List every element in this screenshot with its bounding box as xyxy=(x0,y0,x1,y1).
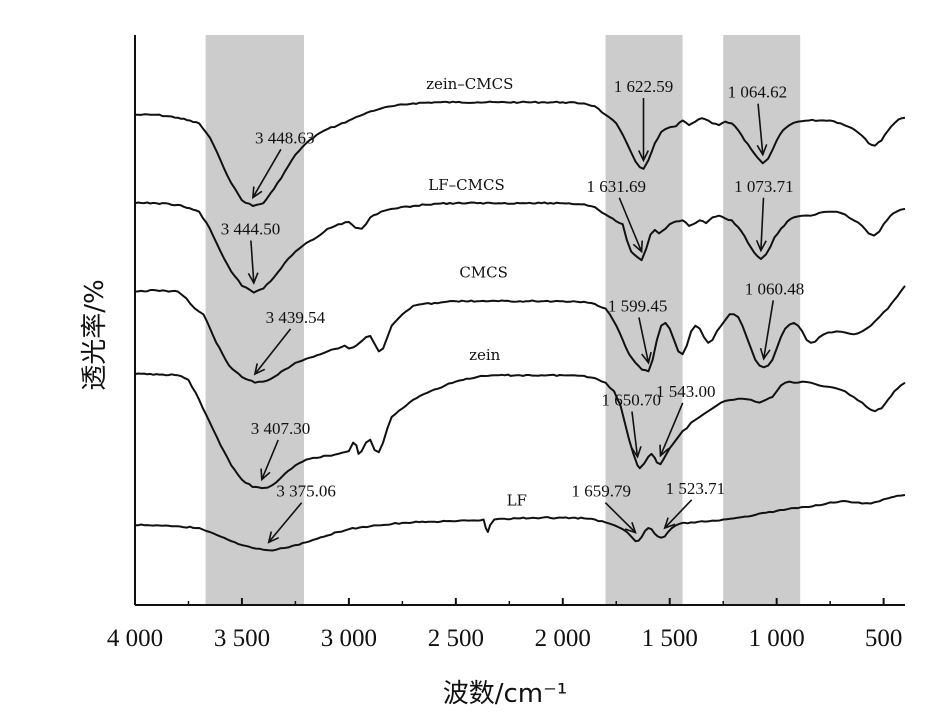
x-tick-label: 500 xyxy=(865,625,903,652)
peak-arrowhead xyxy=(632,240,643,254)
peak-arrow xyxy=(254,328,292,375)
series-label-cmcs: CMCS xyxy=(459,263,508,281)
peak-label: 3 444.50 xyxy=(221,220,281,239)
peak-arrowhead xyxy=(247,272,259,285)
peak-arrowhead xyxy=(253,363,266,376)
curve-lf-cmcs xyxy=(134,201,906,294)
y-axis-title: 透光率/% xyxy=(80,279,110,390)
curve-lf xyxy=(134,494,906,552)
peak-arrow xyxy=(762,300,775,359)
peak-label: 1 064.62 xyxy=(728,83,788,102)
peak-arrowhead xyxy=(659,444,670,458)
peak-label: 3 375.06 xyxy=(276,482,336,501)
peak-arrowhead xyxy=(624,521,637,534)
x-tick-label: 1 000 xyxy=(749,625,805,652)
peak-arrowhead xyxy=(637,150,650,163)
x-tick-label: 1 500 xyxy=(642,625,698,652)
peak-arrowhead xyxy=(641,351,652,365)
highlight-band-3 xyxy=(723,35,801,605)
x-tick-label: 2 000 xyxy=(535,625,591,652)
peak-arrow xyxy=(250,240,255,284)
peak-arrowhead xyxy=(260,468,271,482)
series-label-zein: zein xyxy=(469,346,501,364)
curve-zein xyxy=(134,372,906,490)
peak-arrowhead xyxy=(755,239,767,253)
peak-arrow xyxy=(604,502,637,534)
peak-arrow xyxy=(252,148,282,198)
series-label-lf: LF xyxy=(507,491,527,509)
peak-label: 1 523.71 xyxy=(666,479,726,498)
spectra-curves xyxy=(134,100,906,552)
peak-arrowhead xyxy=(759,347,771,361)
curve-cmcs xyxy=(134,285,906,384)
peak-arrowhead xyxy=(630,446,642,459)
peak-arrowhead xyxy=(756,144,768,157)
peak-label: 1 073.71 xyxy=(734,177,794,196)
peak-annotations: 3 448.63 1 622.59 1 064.62 3 444.50 1 631.69… xyxy=(221,77,805,544)
peak-label: 3 448.63 xyxy=(255,128,315,147)
peak-arrow xyxy=(760,197,765,251)
x-tick-label: 3 000 xyxy=(321,625,377,652)
peak-label: 1 060.48 xyxy=(745,279,805,298)
x-tick-label: 4 000 xyxy=(107,625,163,652)
peak-arrowhead xyxy=(267,531,280,544)
x-ticks: 4 000 3 500 3 000 2 500 2 000 1 500 1 000 500 xyxy=(107,598,902,652)
peak-label: 1 599.45 xyxy=(608,296,668,315)
series-labels: zein–CMCS LF–CMCS CMCS zein LF xyxy=(426,75,527,509)
peak-label: 1 631.69 xyxy=(587,177,647,196)
peak-arrow xyxy=(638,317,650,363)
peak-label: 3 439.54 xyxy=(266,308,326,327)
highlight-band-1 xyxy=(205,35,304,605)
peak-arrow xyxy=(664,499,693,529)
series-label-zein-cmcs: zein–CMCS xyxy=(426,75,513,93)
peak-label: 1 659.79 xyxy=(572,482,632,501)
x-axis-title: 波数/cm⁻¹ xyxy=(443,679,568,709)
peak-label: 1 650.70 xyxy=(601,391,661,410)
peak-arrow xyxy=(261,439,279,480)
peak-label: 1 543.00 xyxy=(656,382,716,401)
series-label-lf-cmcs: LF–CMCS xyxy=(428,176,504,194)
x-tick-label: 2 500 xyxy=(428,625,484,652)
peak-arrowhead xyxy=(663,517,676,530)
peak-label: 3 407.30 xyxy=(251,419,311,438)
peak-arrowhead xyxy=(251,186,263,200)
peak-arrow xyxy=(268,502,303,543)
peak-arrow xyxy=(757,103,764,155)
peak-label: 1 622.59 xyxy=(614,77,674,96)
peak-arrow xyxy=(631,411,639,457)
x-tick-label: 3 500 xyxy=(214,625,270,652)
peak-arrow xyxy=(618,197,643,252)
highlight-bands xyxy=(205,35,801,605)
curve-zein-cmcs xyxy=(135,100,906,207)
peak-arrow xyxy=(659,402,684,456)
